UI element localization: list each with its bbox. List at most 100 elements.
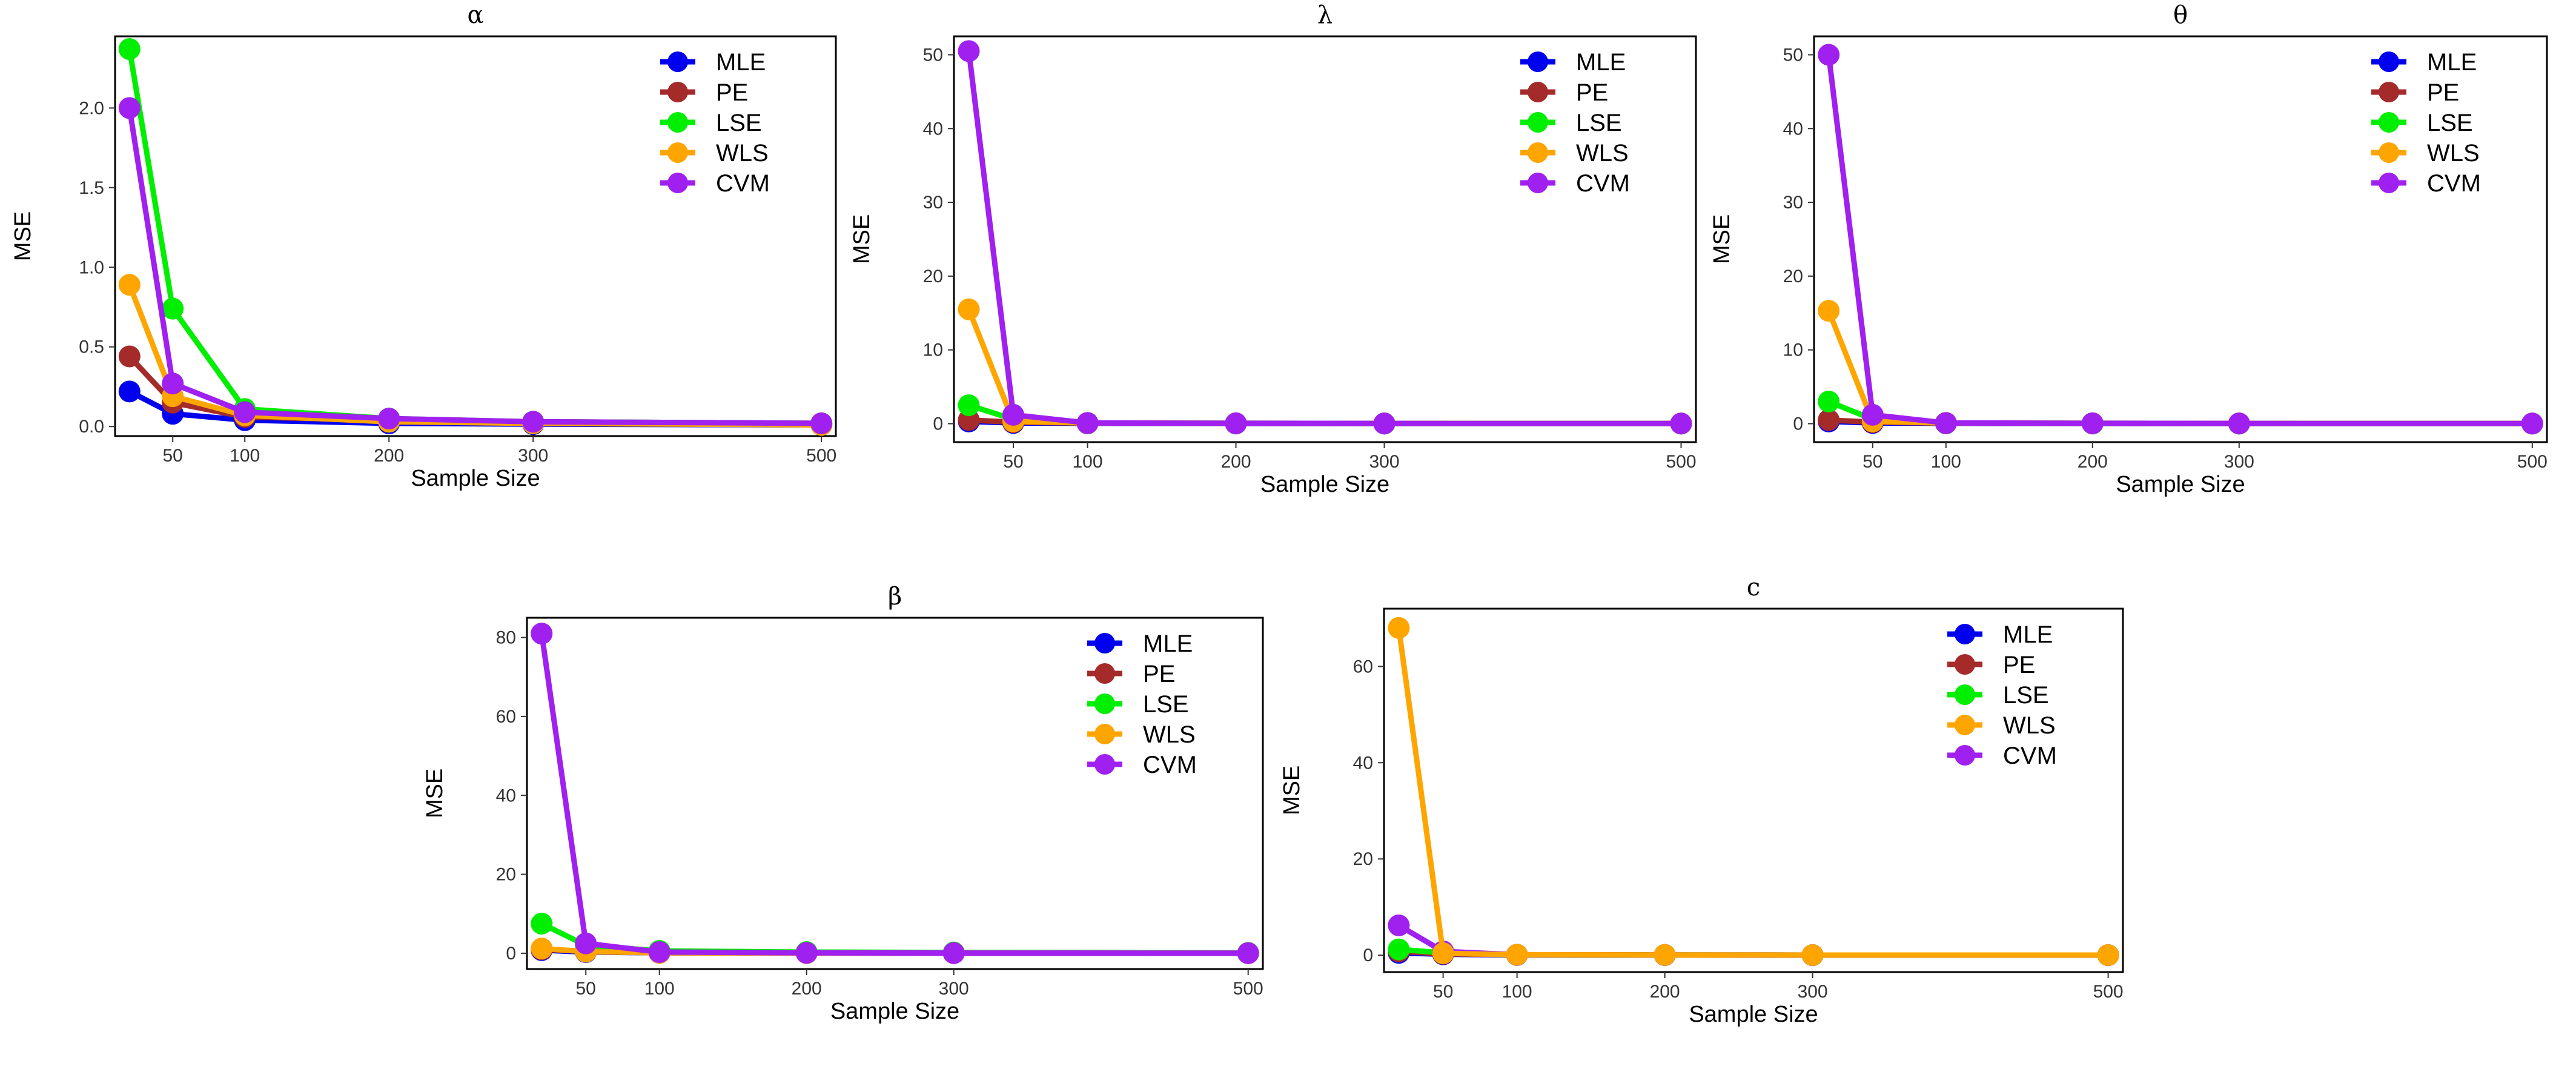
series-line-wls: [1396, 625, 2111, 958]
legend-label: MLE: [1143, 630, 1193, 657]
x-axis-label: Sample Size: [2116, 472, 2245, 497]
x-tick-label: 100: [1502, 982, 1532, 1002]
legend-item-pe: PE: [1087, 661, 1175, 687]
legend-item-lse: LSE: [1520, 110, 1622, 136]
legend-label: LSE: [1143, 691, 1189, 718]
series-line-cvm: [538, 630, 1251, 956]
legend-item-cvm: CVM: [1087, 752, 1197, 778]
chart-panel-beta: β 0 20 40 60 80 50 100 200 300 500 Sample Size MSE ML…: [422, 569, 1284, 1072]
legend-item-pe: PE: [2371, 79, 2459, 106]
data-point-lse: [1818, 391, 1840, 412]
legend-label: WLS: [1576, 140, 1629, 167]
data-point-wls: [1388, 617, 1410, 639]
y-tick-label: 60: [496, 707, 516, 727]
x-tick-label: 100: [230, 446, 260, 466]
data-point-pe: [1818, 409, 1840, 431]
chart-beta: β 0 20 40 60 80 50 100 200 300 500 Sample Size MSE ML…: [422, 583, 1264, 1024]
data-point-cvm: [1861, 403, 1884, 426]
legend-item-wls: WLS: [1520, 140, 1629, 167]
data-point-cvm: [2081, 412, 2104, 434]
data-point-wls: [1432, 942, 1454, 965]
data-point-wls: [1818, 300, 1840, 322]
legend-item-cvm: CVM: [1947, 743, 2057, 769]
legend-item-cvm: CVM: [660, 170, 770, 197]
legend-item-lse: LSE: [660, 110, 762, 136]
legend-label: MLE: [2003, 621, 2053, 648]
legend-label: CVM: [2003, 743, 2057, 769]
data-point-cvm: [2228, 412, 2250, 435]
data-point-cvm: [1225, 412, 1247, 434]
data-point-wls: [118, 274, 141, 296]
legend-swatch-point: [2379, 142, 2399, 163]
legend-item-wls: WLS: [1087, 721, 1196, 748]
series-line-cvm: [1396, 922, 2111, 958]
legend-label: LSE: [2427, 110, 2473, 136]
data-point-wls: [1506, 944, 1528, 966]
data-point-cvm: [1373, 412, 1396, 435]
data-point-lse: [1388, 938, 1410, 961]
y-tick-label: 30: [923, 193, 943, 213]
legend-item-mle: MLE: [1520, 49, 1626, 76]
x-tick-label: 500: [1233, 979, 1263, 999]
x-axis-label: Sample Size: [411, 466, 540, 491]
legend-swatch-point: [667, 142, 688, 163]
x-tick-label: 500: [2517, 452, 2548, 472]
x-tick-label: 300: [1798, 982, 1828, 1002]
series-line-wls: [127, 282, 824, 428]
legend-label: PE: [1576, 79, 1608, 106]
y-tick-label: 0: [506, 944, 516, 964]
x-tick-label: 200: [792, 979, 822, 999]
data-point-mle: [118, 380, 141, 403]
y-tick-label: 20: [1783, 266, 1803, 286]
y-tick-label: 1.5: [79, 178, 104, 198]
data-point-cvm: [648, 941, 670, 963]
x-axis-label: Sample Size: [1689, 1002, 1818, 1027]
legend-swatch-point: [1955, 624, 1975, 644]
x-tick-label: 200: [1220, 452, 1251, 472]
x-tick-label: 200: [1650, 982, 1680, 1002]
x-axis-label: Sample Size: [1260, 472, 1389, 497]
legend-swatch-point: [667, 51, 688, 72]
x-tick-label: 300: [939, 979, 969, 999]
legend-label: PE: [1143, 661, 1175, 687]
data-point-lse: [162, 297, 184, 320]
legend-label: CVM: [1143, 752, 1197, 778]
data-point-wls: [1801, 944, 1824, 966]
legend-swatch-point: [1528, 51, 1548, 72]
chart-title-lambda: λ: [1317, 1, 1333, 29]
data-point-wls: [958, 298, 980, 320]
legend-swatch-point: [1955, 684, 1975, 705]
legend-swatch-point: [1528, 142, 1548, 163]
legend-item-pe: PE: [1520, 79, 1608, 106]
chart-lambda: λ 0 10 20 30 40 50 50 100 200 300 500 Sample Size MSE…: [849, 1, 1697, 497]
data-point-cvm: [1237, 942, 1259, 964]
y-tick-label: 80: [496, 628, 516, 648]
legend-swatch-point: [2379, 51, 2399, 72]
chart-title-beta: β: [888, 583, 902, 610]
data-point-cvm: [531, 623, 553, 645]
y-tick-label: 0: [1363, 945, 1373, 965]
data-point-cvm: [1818, 44, 1840, 66]
data-point-cvm: [118, 97, 141, 119]
y-tick-label: 10: [923, 340, 943, 360]
series-line-cvm: [1826, 51, 2535, 426]
y-tick-label: 50: [1783, 45, 1803, 65]
legend-swatch-point: [1528, 173, 1548, 193]
x-tick-label: 500: [806, 446, 836, 466]
legend-swatch-point: [667, 112, 688, 133]
x-tick-label: 50: [576, 979, 596, 999]
legend-label: CVM: [2427, 170, 2481, 197]
chart-panel-alpha: α 0.0 0.5 1.0 1.5 2.0 50 100 200 300 500 Sample Siz…: [0, 0, 860, 503]
plot-frame: [1383, 607, 2124, 973]
x-tick-label: 300: [2224, 452, 2254, 472]
legend-swatch-point: [2379, 82, 2399, 102]
y-tick-label: 20: [1353, 849, 1373, 869]
x-axis-label: Sample Size: [830, 999, 959, 1024]
data-point-cvm: [522, 411, 545, 433]
series-line-cvm: [127, 105, 824, 426]
y-axis-label: MSE: [422, 769, 448, 818]
chart-title-alpha: α: [467, 1, 483, 29]
legend-swatch-point: [1955, 715, 1975, 735]
data-point-cvm: [2521, 412, 2543, 435]
legend-item-pe: PE: [1947, 652, 2035, 678]
